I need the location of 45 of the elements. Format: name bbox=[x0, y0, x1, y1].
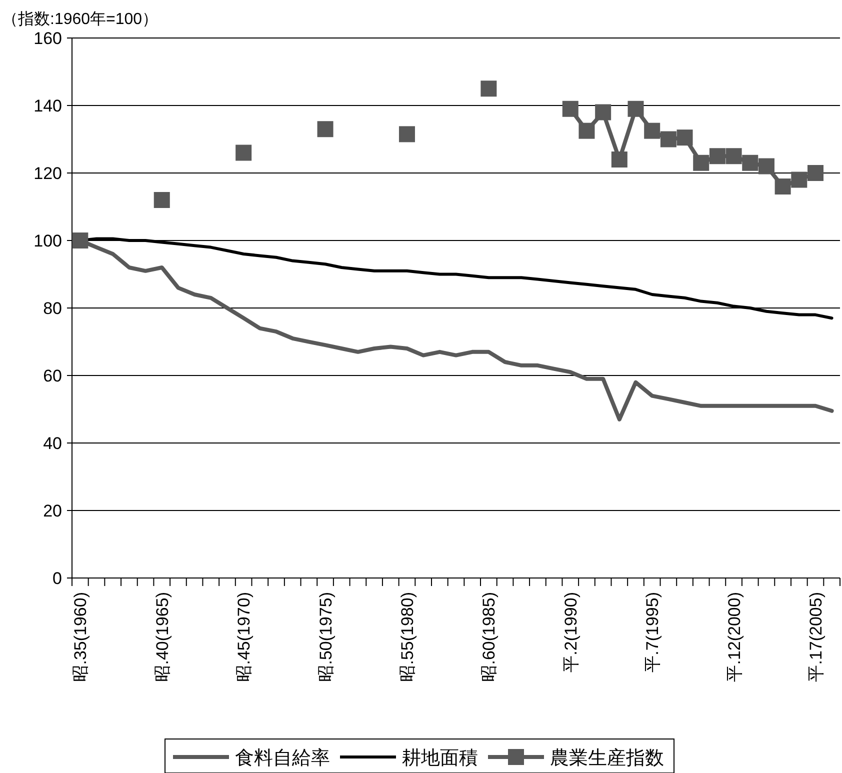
x-tick-label: 平.12(2000) bbox=[724, 592, 744, 682]
point bbox=[693, 154, 710, 171]
point bbox=[676, 130, 693, 146]
point bbox=[774, 178, 791, 194]
point bbox=[72, 232, 88, 248]
x-tick-label: 昭.40(1965) bbox=[152, 592, 172, 682]
y-tick-label: 80 bbox=[43, 299, 62, 318]
x-tick-label: 昭.50(1975) bbox=[316, 592, 336, 682]
point bbox=[742, 154, 758, 171]
x-tick-label: 平.7(1995) bbox=[643, 592, 662, 672]
point bbox=[480, 80, 497, 97]
point bbox=[791, 172, 808, 188]
point bbox=[660, 131, 676, 148]
x-tick-label: 平.17(2005) bbox=[806, 592, 826, 682]
point bbox=[726, 148, 742, 164]
point bbox=[317, 121, 334, 138]
y-tick-label: 100 bbox=[34, 232, 62, 250]
legend-label: 農業生産指数 bbox=[550, 747, 664, 769]
y-tick-label: 160 bbox=[34, 29, 62, 48]
point bbox=[578, 122, 595, 139]
y-tick-label: 120 bbox=[34, 164, 62, 183]
y-tick-label: 60 bbox=[43, 366, 62, 386]
y-tick-label: 140 bbox=[34, 96, 62, 116]
y-tick-label: 40 bbox=[43, 434, 62, 453]
legend-label: 耕地面積 bbox=[402, 748, 478, 769]
point bbox=[595, 104, 612, 120]
point bbox=[236, 144, 252, 161]
point bbox=[154, 192, 170, 208]
point bbox=[562, 100, 578, 117]
legend-label: 食料自給率 bbox=[235, 747, 330, 769]
x-tick-label: 昭.60(1985) bbox=[480, 592, 499, 682]
point bbox=[807, 165, 824, 181]
y-tick-label: 20 bbox=[43, 502, 62, 520]
point bbox=[644, 122, 660, 139]
point bbox=[709, 148, 726, 164]
x-tick-label: 平.2(1990) bbox=[561, 592, 580, 672]
point bbox=[628, 100, 644, 117]
x-tick-label: 昭.55(1980) bbox=[398, 592, 417, 682]
y-axis-title: （指数:1960年=100） bbox=[2, 10, 158, 28]
point bbox=[758, 158, 774, 174]
y-tick-label: 0 bbox=[52, 569, 62, 588]
x-tick-label: 昭.35(1960) bbox=[71, 592, 90, 682]
point bbox=[398, 126, 415, 142]
x-tick-label: 昭.45(1970) bbox=[234, 592, 254, 682]
point bbox=[611, 152, 628, 168]
